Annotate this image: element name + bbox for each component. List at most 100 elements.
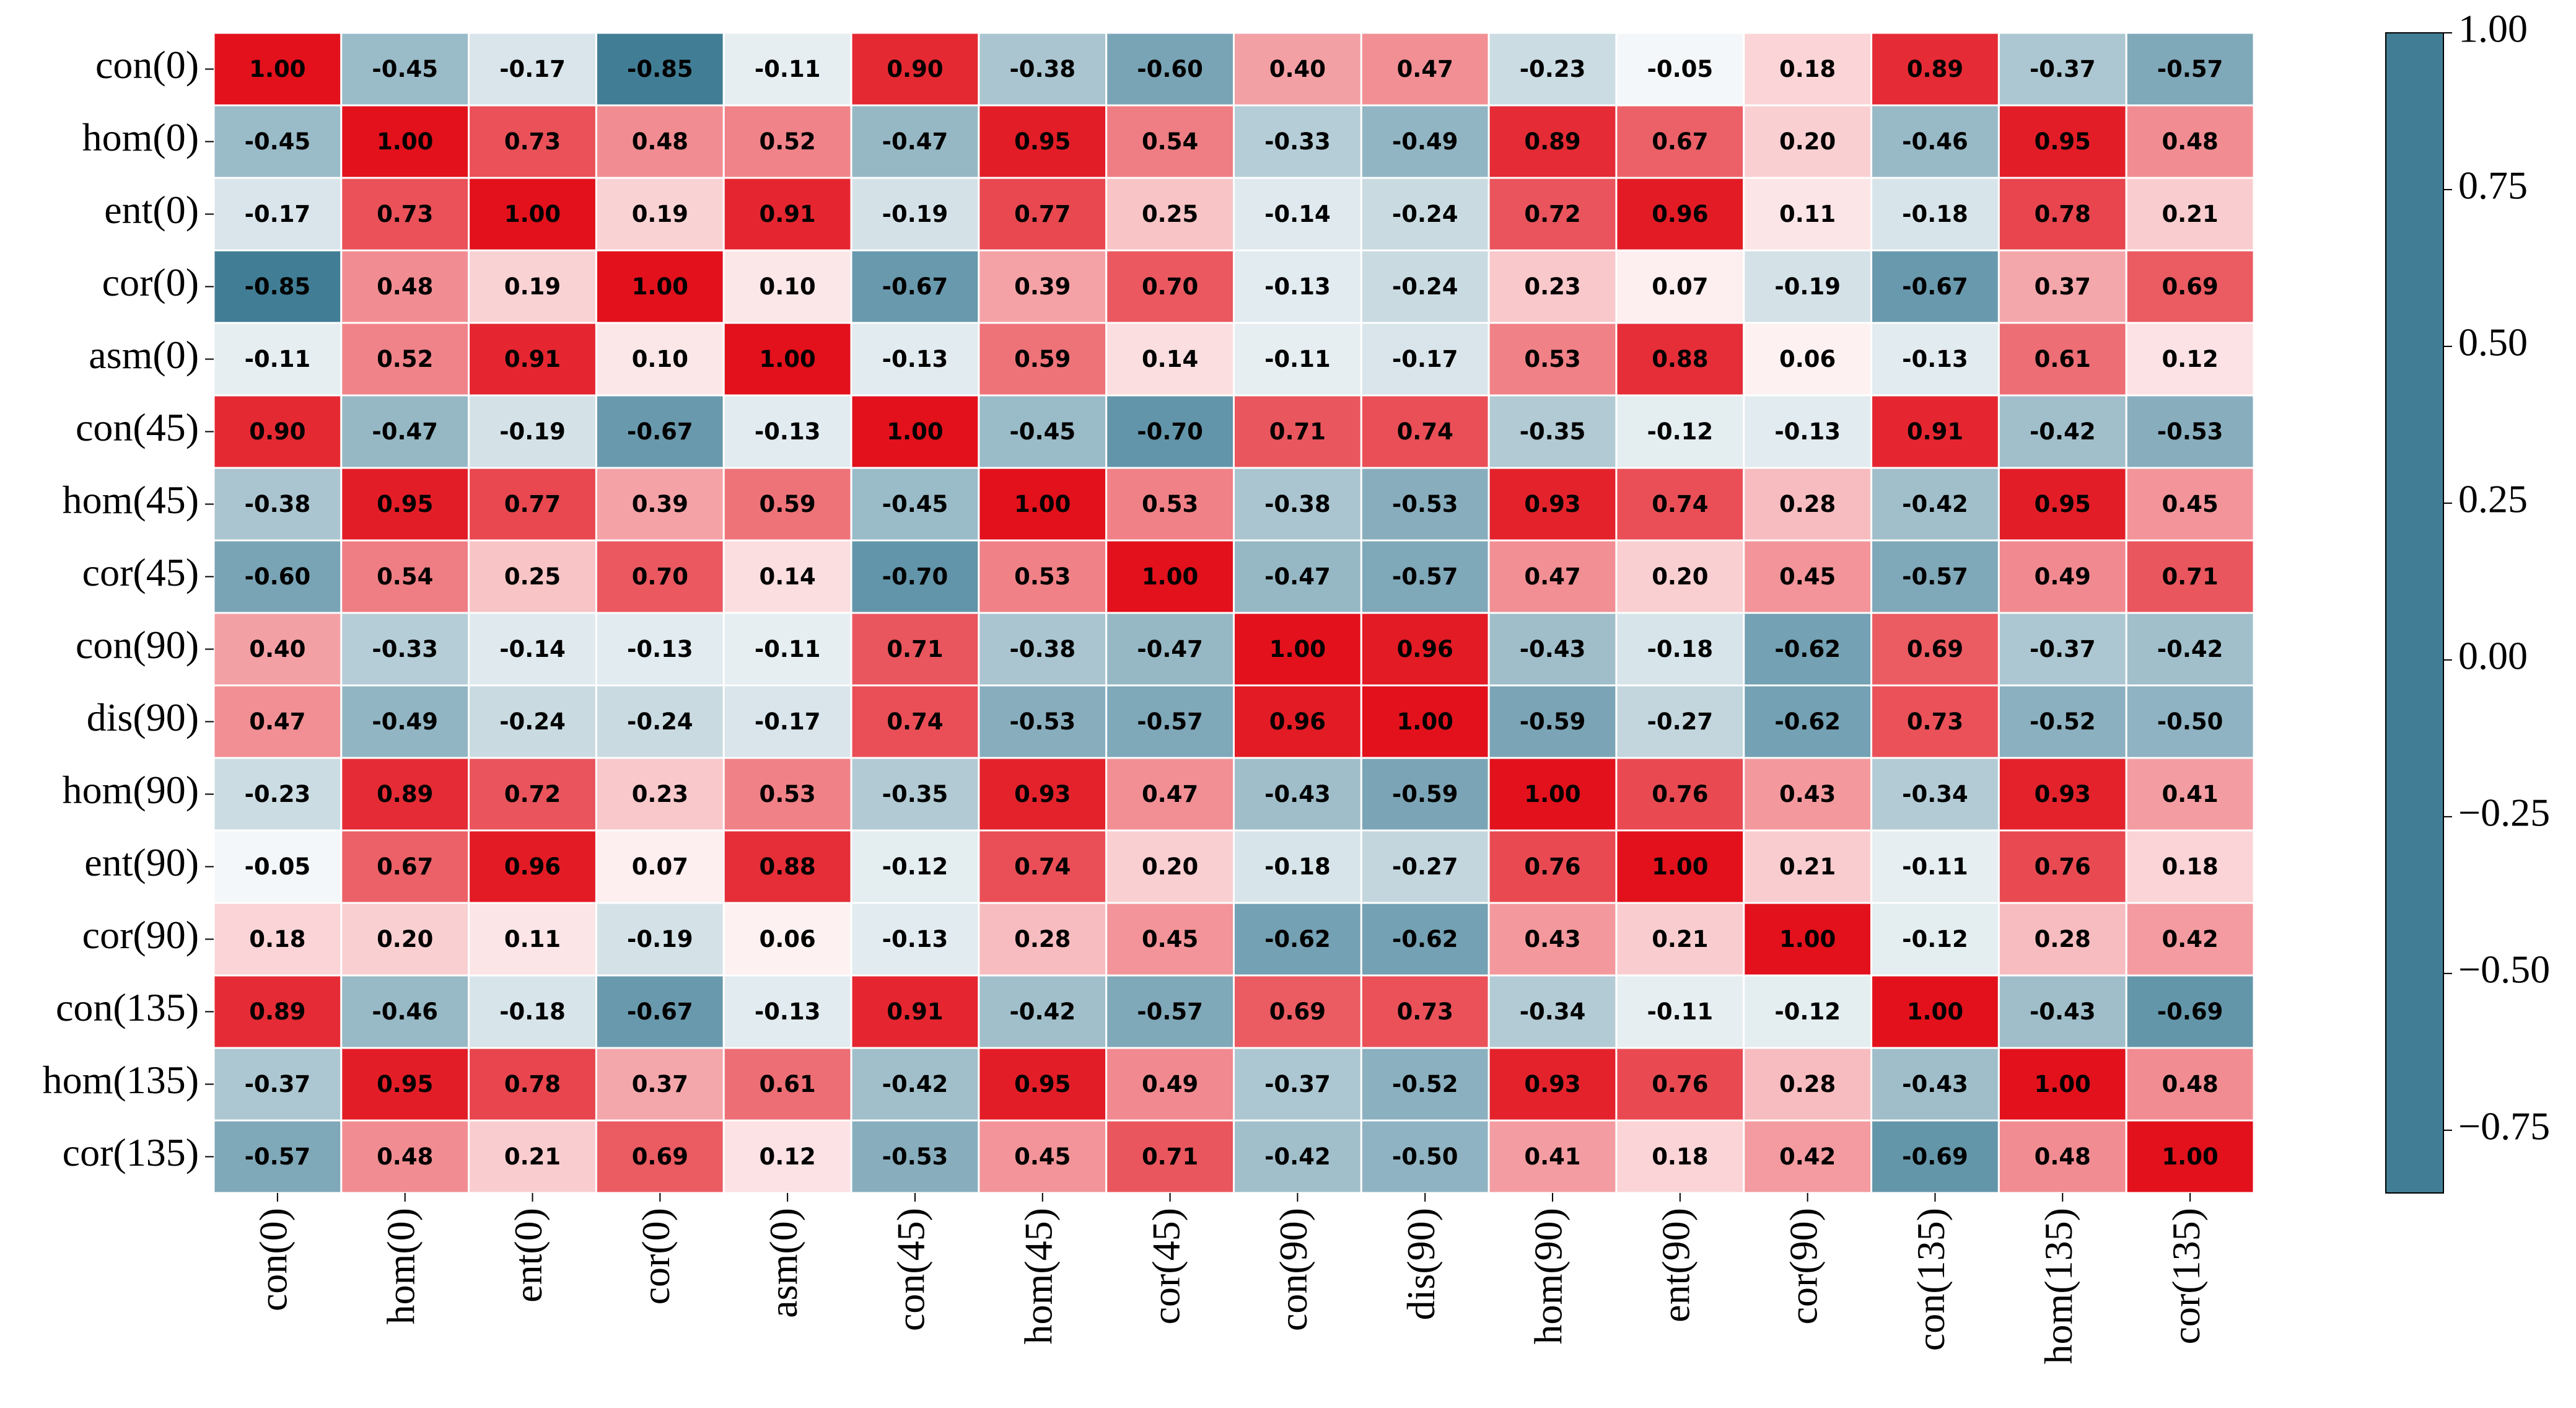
- cell-value-label: 0.11: [504, 926, 561, 953]
- cell-value-label: 0.73: [504, 128, 561, 155]
- y-tick-label: ent(90): [84, 840, 199, 884]
- cell-value-label: -0.18: [499, 998, 566, 1025]
- cell-value-label: -0.33: [1264, 128, 1331, 155]
- cell-value-label: -0.12: [882, 853, 948, 880]
- heatmap-cell: [1233, 974, 1362, 1049]
- cell-value-label: 0.95: [1014, 1071, 1071, 1098]
- cell-value-label: 0.72: [504, 781, 561, 807]
- heatmap-cell: [1105, 757, 1235, 832]
- heatmap-cell: [468, 684, 597, 759]
- heatmap-cell: [2125, 684, 2255, 759]
- cell-value-label: 0.73: [377, 201, 433, 227]
- cell-value-label: -0.17: [245, 201, 311, 227]
- cell-value-label: 0.52: [377, 346, 433, 372]
- heatmap-cell: [1743, 829, 1873, 904]
- heatmap-cell: [468, 394, 597, 469]
- cell-value-label: 0.89: [377, 781, 433, 807]
- cell-value-label: 0.43: [1779, 781, 1836, 807]
- heatmap-cell: [595, 612, 725, 687]
- heatmap-cell: [1743, 249, 1873, 324]
- cell-value-label: 0.70: [632, 563, 688, 590]
- cell-value-label: 0.67: [377, 853, 433, 880]
- cell-value-label: 0.10: [632, 346, 688, 372]
- cell-value-label: -0.38: [1009, 636, 1076, 662]
- cell-value-label: -0.67: [882, 273, 948, 300]
- heatmap-cell: [2125, 612, 2255, 687]
- cell-value-label: -0.33: [372, 636, 438, 662]
- cell-value-label: -0.85: [245, 273, 311, 300]
- heatmap-cell: [722, 902, 852, 977]
- cell-value-label: 1.00: [1779, 926, 1836, 953]
- heatmap-cell: [212, 684, 343, 759]
- cell-value-label: 0.25: [1142, 201, 1198, 227]
- heatmap-cell: [595, 322, 725, 397]
- cell-value-label: 1.00: [504, 201, 561, 227]
- heatmap-cell: [2125, 177, 2255, 252]
- cell-value-label: 0.47: [1397, 56, 1453, 82]
- heatmap-cell: [1360, 612, 1490, 687]
- cell-value-label: 0.90: [887, 56, 943, 82]
- colorbar-tick-label: 0.50: [2458, 320, 2528, 364]
- heatmap-cell: [340, 757, 470, 832]
- heatmap-cell: [1360, 32, 1490, 107]
- cell-value-label: -0.62: [1774, 708, 1841, 735]
- heatmap-cell: [468, 902, 597, 977]
- cell-value-label: 0.69: [1907, 636, 1963, 662]
- cell-value-label: -0.45: [1009, 418, 1076, 445]
- cell-value-label: 0.95: [2035, 128, 2091, 155]
- cell-value-label: 0.61: [760, 1071, 816, 1098]
- heatmap-cell: [978, 394, 1108, 469]
- cell-value-label: -0.62: [1264, 926, 1331, 953]
- cell-value-label: 0.18: [1652, 1143, 1708, 1170]
- cell-value-label: -0.59: [1392, 781, 1458, 807]
- cell-value-label: -0.46: [1902, 128, 1968, 155]
- cell-value-label: 0.28: [1014, 926, 1071, 953]
- heatmap-cell: [2125, 32, 2255, 107]
- heatmap-cell: [1870, 322, 2000, 397]
- cell-value-label: 0.07: [1652, 273, 1708, 300]
- x-tick-label: con(135): [1909, 1208, 1953, 1351]
- x-tick-label: dis(90): [1399, 1208, 1443, 1320]
- cell-value-label: -0.37: [2030, 636, 2096, 662]
- heatmap-cell: [595, 1047, 725, 1122]
- cell-value-label: 0.06: [760, 926, 816, 953]
- cell-value-label: 0.73: [1397, 998, 1453, 1025]
- cell-value-label: 0.14: [1142, 346, 1198, 372]
- heatmap-cell: [1870, 177, 2000, 252]
- cell-value-label: -0.47: [882, 128, 948, 155]
- heatmap-cell: [1615, 1047, 1745, 1122]
- cell-value-label: -0.34: [1520, 998, 1586, 1025]
- cell-value-label: -0.35: [1520, 418, 1586, 445]
- colorbar-tick-label: 0.00: [2458, 634, 2528, 678]
- cell-value-label: 0.28: [1779, 1071, 1836, 1098]
- heatmap-cell: [1743, 104, 1873, 179]
- cell-value-label: -0.53: [2157, 418, 2223, 445]
- cell-value-label: -0.67: [627, 418, 693, 445]
- heatmap-cell: [1360, 1119, 1490, 1194]
- cell-value-label: 0.37: [2035, 273, 2091, 300]
- heatmap-cell: [1105, 1047, 1235, 1122]
- heatmap-cell: [1105, 394, 1235, 469]
- cell-value-label: -0.24: [499, 708, 566, 735]
- cell-value-label: 0.91: [1907, 418, 1963, 445]
- cell-value-label: -0.70: [1137, 418, 1203, 445]
- heatmap-cell: [1997, 322, 2127, 397]
- heatmap-cell: [468, 1047, 597, 1122]
- heatmap-cell: [1487, 177, 1618, 252]
- x-tick-label: hom(45): [1016, 1208, 1060, 1344]
- heatmap-cell: [722, 249, 852, 324]
- cell-value-label: -0.53: [882, 1143, 948, 1170]
- cell-value-label: 0.21: [1779, 853, 1836, 880]
- x-tick-label: ent(90): [1654, 1208, 1698, 1322]
- cell-value-label: 0.48: [632, 128, 688, 155]
- heatmap-cell: [340, 32, 470, 107]
- cell-value-label: 0.93: [1524, 1071, 1580, 1098]
- heatmap-cell: [1105, 177, 1235, 252]
- cell-value-label: 0.53: [1014, 563, 1071, 590]
- heatmap-cell: [1487, 467, 1618, 542]
- cell-value-label: -0.13: [1902, 346, 1968, 372]
- cell-value-label: -0.57: [1902, 563, 1968, 590]
- cell-value-label: 0.45: [1142, 926, 1198, 953]
- heatmap-cell: [850, 757, 980, 832]
- cell-value-label: 0.20: [1652, 563, 1708, 590]
